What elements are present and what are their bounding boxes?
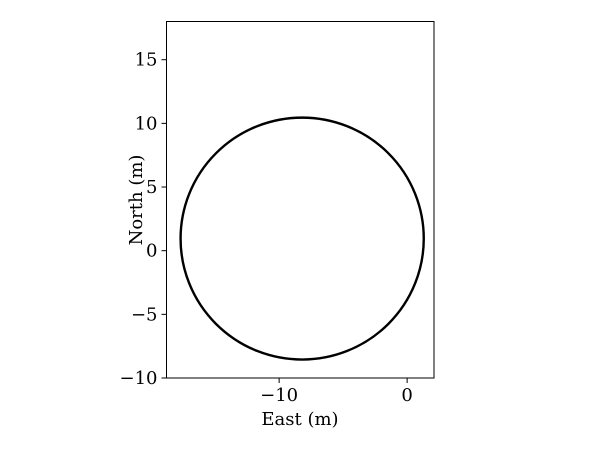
x-tick-label: −10 (260, 385, 298, 406)
y-axis-label: North (m) (126, 155, 147, 246)
y-tick-label: 10 (135, 113, 158, 134)
tick-group: −10 0 −10 −5 0 5 10 15 (120, 50, 413, 406)
trajectory-circle (179, 116, 425, 361)
plot-area-background (166, 21, 434, 378)
data-marks (179, 116, 425, 361)
y-tick-label: 0 (146, 241, 157, 262)
x-tick-label: 0 (401, 385, 412, 406)
y-tick-label: −10 (120, 368, 158, 389)
x-axis-label: East (m) (261, 409, 338, 430)
y-tick-label: −5 (131, 304, 158, 325)
y-tick-label: 15 (135, 50, 158, 71)
y-tick-label: 5 (146, 177, 157, 198)
plot-frame (166, 21, 435, 379)
